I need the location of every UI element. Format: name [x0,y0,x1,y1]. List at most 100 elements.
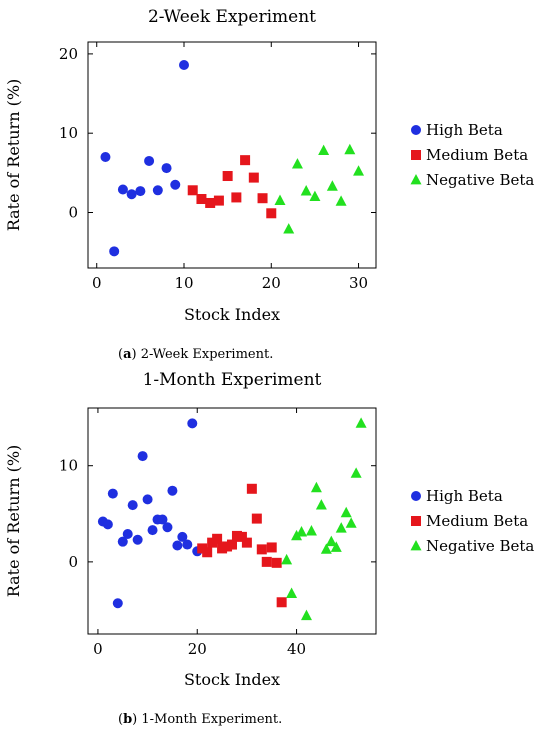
data-point-triangle [318,144,330,156]
legend-marker-triangle [410,539,422,551]
data-point-square [222,171,233,182]
legend-marker-triangle [410,173,422,185]
data-point-square [248,172,259,183]
data-point-triangle [335,522,347,533]
data-point-circle [182,539,193,550]
x-tick-label: 20 [188,640,207,658]
caption-paren-close: ) [132,712,137,727]
data-point-square [246,483,257,494]
data-point-triangle [283,223,295,234]
data-point-square [256,544,267,555]
data-point-triangle [350,467,362,478]
data-point-circle [187,418,198,429]
data-point-circle [117,536,128,547]
data-point-circle [100,151,111,162]
figure-caption: (b) 1-Month Experiment. [118,712,282,727]
data-point-circle [122,528,133,539]
data-point-square [205,197,216,208]
legend-label: Negative Beta [426,537,534,555]
data-point-square [236,531,247,542]
caption-label: b [123,712,132,727]
data-point-triangle [340,506,352,518]
x-tick-label: 0 [93,640,103,658]
data-point-circle [126,189,137,200]
caption-paren-open: ( [118,712,123,727]
data-point-circle [172,540,183,551]
y-tick-label: 10 [59,457,78,475]
legend-label: Medium Beta [426,512,528,530]
data-point-square [266,208,277,219]
data-point-circle [109,246,120,257]
y-tick-label: 20 [59,45,78,63]
data-point-square [231,192,242,203]
legend-label: High Beta [426,487,503,505]
data-point-triangle [291,529,303,541]
x-tick-label: 30 [349,274,368,292]
legend-marker-square [411,516,421,526]
data-point-triangle [330,541,342,552]
figure-caption: (a) 2-Week Experiment. [118,347,273,362]
x-axis-label: Stock Index [184,305,280,324]
caption-label: a [123,347,132,362]
y-axis-label: Rate of Return (%) [4,445,23,598]
data-point-circle [177,531,188,542]
data-point-circle [107,488,118,499]
data-point-square [187,185,198,196]
data-point-circle [147,525,158,536]
y-tick-label: 0 [68,553,78,571]
legend-label: Negative Beta [426,171,534,189]
data-point-triangle [355,417,367,428]
data-point-circle [137,451,148,462]
x-tick-label: 0 [92,274,102,292]
data-point-square [241,537,252,548]
data-point-square [196,194,207,205]
data-point-circle [117,184,128,195]
data-point-square [227,539,237,550]
data-point-triangle [344,143,356,155]
data-point-circle [102,519,113,530]
caption-text: 2-Week Experiment. [137,347,274,362]
data-point-circle [112,598,123,609]
y-axis-label: Rate of Return (%) [4,79,23,232]
data-point-triangle [286,587,298,599]
caption-paren-open: ( [118,347,123,362]
data-point-circle [167,485,178,496]
data-point-circle [127,500,138,511]
data-point-circle [142,494,153,505]
legend-label: High Beta [426,121,503,139]
x-tick-label: 20 [262,274,281,292]
data-point-triangle [335,195,347,206]
data-point-triangle [320,543,332,554]
data-point-triangle [274,194,286,205]
data-point-triangle [309,190,321,202]
data-point-square [240,155,251,166]
y-tick-label: 0 [68,203,78,221]
data-point-square [251,513,262,524]
chart-title: 2-Week Experiment [148,7,316,27]
data-point-triangle [300,185,312,196]
data-point-triangle [281,553,293,565]
plot-frame [87,407,377,635]
y-tick-label: 10 [59,124,78,142]
data-point-triangle [345,517,357,528]
chart-panel-2: 1-Month Experiment 0 20 40 0 10 Stock Index Rat… [4,370,534,727]
data-point-triangle [291,158,303,169]
data-point-circle [179,59,189,70]
data-point-square [202,547,213,558]
chart-title: 1-Month Experiment [143,370,322,390]
data-point-circle [135,186,146,197]
data-point-square [261,556,272,567]
data-point-square [257,193,268,204]
data-point-circle [170,179,181,190]
data-point-square [212,533,223,544]
data-point-square [271,557,282,568]
legend-marker-circle [411,491,421,501]
data-point-circle [157,514,168,525]
data-point-triangle [315,499,327,510]
plot-frame [87,41,377,269]
data-point-triangle [325,535,337,547]
data-point-circle [152,185,163,196]
data-point-square [266,542,277,553]
caption-paren-close: ) [132,347,137,362]
